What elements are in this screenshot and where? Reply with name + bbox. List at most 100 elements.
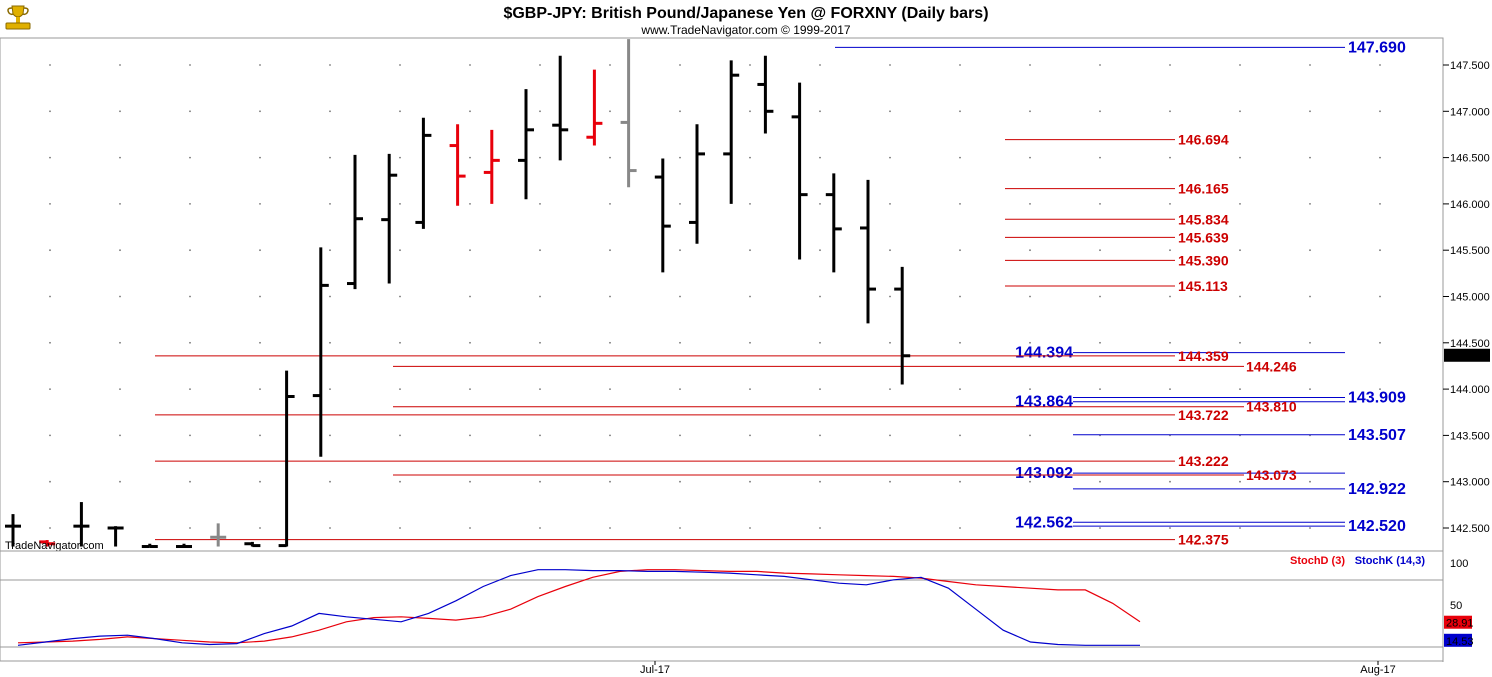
y-tick-label: 145.000: [1450, 292, 1490, 304]
grid-dot: [609, 156, 611, 159]
grid-dot: [679, 434, 681, 437]
grid-dots: [49, 64, 1381, 529]
grid-dot: [889, 156, 891, 159]
grid-dot: [119, 341, 121, 344]
grid-dot: [1099, 295, 1101, 298]
grid-dot: [329, 480, 331, 483]
level-label: 143.722: [1178, 407, 1229, 423]
grid-dot: [679, 249, 681, 252]
y-tick-label: 143.500: [1450, 430, 1490, 442]
grid-dot: [469, 295, 471, 298]
grid-dot: [329, 64, 331, 66]
level-label: 143.864: [1015, 394, 1073, 411]
grid-dot: [1029, 388, 1031, 390]
grid-dot: [1379, 64, 1381, 66]
grid-dot: [469, 341, 471, 344]
grid-dot: [259, 249, 261, 252]
stochastic-lines: [17, 569, 1141, 646]
grid-dot: [1239, 388, 1241, 390]
ohlc-bar: [244, 541, 261, 548]
grid-dot: [469, 156, 471, 159]
level-label: 146.165: [1178, 181, 1229, 197]
grid-dot: [679, 341, 681, 344]
grid-dot: [1309, 156, 1311, 159]
current-price-box: [1444, 348, 1490, 362]
legend-stochk: StochK (14,3): [1355, 555, 1426, 567]
grid-dot: [1029, 434, 1031, 437]
grid-dot: [259, 203, 261, 205]
grid-dot: [189, 249, 191, 252]
grid-dot: [1029, 480, 1031, 483]
grid-dot: [49, 527, 51, 529]
stochastic-panel: StochD (3) StochK (14,3): [0, 550, 1444, 662]
level-label: 143.092: [1015, 465, 1073, 482]
grid-dot: [749, 341, 751, 344]
grid-dot: [819, 341, 821, 344]
stoch-tick-label: 100: [1450, 558, 1468, 570]
grid-dot: [819, 527, 821, 529]
grid-dot: [1169, 203, 1171, 205]
grid-dot: [749, 434, 751, 437]
grid-dot: [609, 434, 611, 437]
grid-dot: [609, 203, 611, 205]
grid-dot: [1239, 341, 1241, 344]
grid-dot: [1309, 249, 1311, 252]
grid-dot: [469, 434, 471, 437]
grid-dot: [119, 156, 121, 159]
ohlc-bar: [347, 154, 363, 290]
grid-dot: [609, 249, 611, 252]
ohlc-bar: [894, 266, 911, 385]
grid-dot: [1379, 156, 1381, 159]
grid-dot: [819, 156, 821, 159]
grid-dot: [749, 64, 751, 66]
grid-dot: [539, 295, 541, 298]
grid-dot: [259, 341, 261, 344]
grid-dot: [539, 388, 541, 390]
level-label: 145.390: [1178, 252, 1229, 268]
grid-dot: [189, 64, 191, 66]
grid-dot: [49, 249, 51, 252]
grid-dot: [189, 156, 191, 159]
grid-dot: [399, 341, 401, 344]
grid-dot: [119, 64, 121, 66]
grid-dot: [1379, 527, 1381, 529]
grid-dot: [959, 64, 961, 66]
ohlc-bar: [39, 540, 56, 547]
legend-stochd: StochD (3): [1290, 555, 1345, 567]
ohlc-bar: [518, 89, 534, 200]
grid-dot: [819, 249, 821, 252]
ohlc-bar: [5, 514, 21, 547]
grid-dot: [679, 527, 681, 529]
grid-dot: [1239, 527, 1241, 529]
grid-dot: [819, 434, 821, 437]
level-label: 144.394: [1015, 345, 1073, 362]
grid-dot: [959, 156, 961, 159]
level-label: 144.246: [1246, 358, 1297, 374]
stochd-line: [17, 569, 1141, 644]
grid-dot: [1239, 64, 1241, 66]
level-label: 143.073: [1246, 467, 1297, 483]
grid-dot: [889, 434, 891, 437]
grid-dot: [1379, 341, 1381, 344]
ohlc-bar: [586, 69, 603, 146]
grid-dot: [1169, 156, 1171, 159]
grid-dot: [679, 203, 681, 205]
ohlc-bar: [107, 526, 124, 547]
grid-dot: [189, 295, 191, 298]
grid-dot: [189, 480, 191, 483]
grid-dot: [49, 388, 51, 390]
ohlc-bar: [278, 370, 295, 548]
grid-dot: [329, 156, 331, 159]
grid-dot: [399, 249, 401, 252]
grid-dot: [1239, 203, 1241, 205]
grid-dot: [539, 480, 541, 483]
grid-dot: [959, 249, 961, 252]
ohlc-bar: [825, 173, 842, 273]
grid-dot: [749, 249, 751, 252]
grid-dot: [609, 480, 611, 483]
grid-dot: [399, 295, 401, 298]
grid-dot: [189, 203, 191, 205]
grid-dot: [749, 156, 751, 159]
grid-dot: [609, 527, 611, 529]
grid-dot: [749, 480, 751, 483]
